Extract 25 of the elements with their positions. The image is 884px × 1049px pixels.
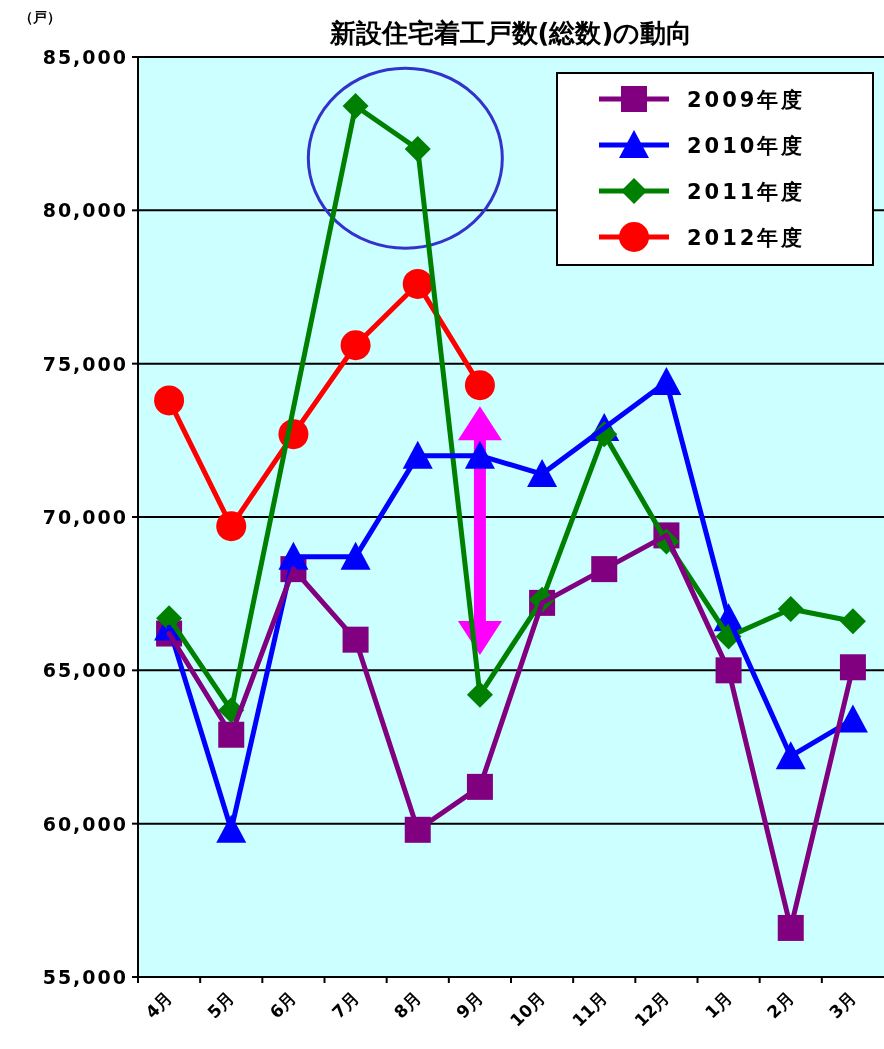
x-tick-label: 5月: [203, 987, 239, 1023]
x-tick-label: 12月: [630, 987, 674, 1031]
x-tick-label: 1月: [700, 987, 736, 1023]
y-tick-label: 75,000: [42, 352, 128, 375]
y-tick-label: 80,000: [42, 199, 128, 222]
x-tick-label: 10月: [506, 987, 549, 1031]
y-tick-label: 55,000: [42, 966, 128, 988]
y-tick-label: 65,000: [42, 659, 128, 682]
x-tick-label: 2月: [763, 987, 798, 1023]
x-tick-label: 4月: [141, 987, 176, 1023]
y-axis-title: （戸）: [19, 9, 61, 25]
legend-label: 2012年度: [687, 226, 806, 250]
legend-label: 2010年度: [687, 134, 806, 158]
x-tick-label: 6月: [265, 987, 301, 1023]
y-tick-label: 85,000: [42, 46, 128, 68]
y-tick-label: 70,000: [42, 506, 128, 528]
x-tick-label: 9月: [452, 987, 487, 1023]
x-tick-label: 8月: [390, 987, 425, 1023]
chart-title: 新設住宅着工戸数(総数)の動向: [328, 18, 693, 48]
legend-label: 2011年度: [687, 180, 806, 204]
x-tick-label: 7月: [327, 987, 363, 1023]
x-tick-label: 11月: [568, 987, 612, 1031]
x-tick-label: 3月: [825, 987, 860, 1023]
legend-label: 2009年度: [687, 88, 806, 112]
y-tick-label: 60,000: [42, 812, 128, 835]
